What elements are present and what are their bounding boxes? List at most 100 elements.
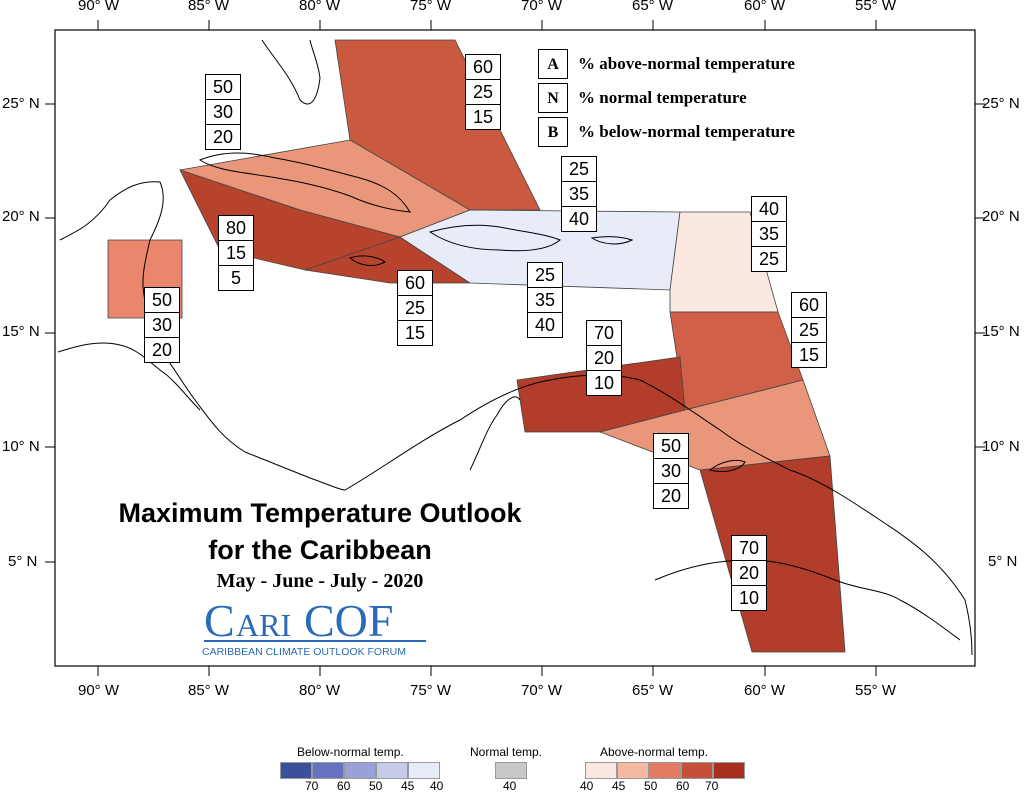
prob-box-leeward-islands: 40 35 25 xyxy=(751,196,787,272)
legend-letter: B xyxy=(538,117,568,147)
above-value: 40 xyxy=(752,197,786,222)
scale-swatch xyxy=(376,762,408,779)
below-value: 15 xyxy=(472,107,494,127)
prob-box-guianas: 70 20 10 xyxy=(731,535,767,611)
forecast-period: May - June - July - 2020 xyxy=(216,570,424,592)
lon-label: 80° W xyxy=(299,682,341,699)
lon-label: 65° W xyxy=(632,682,674,699)
legend-row-normal: N % normal temperature xyxy=(538,81,795,115)
legend-text: % normal temperature xyxy=(578,88,747,107)
map-title-line2: for the Caribbean xyxy=(208,535,432,565)
normal-value: 15 xyxy=(219,241,253,266)
lon-label: 55° W xyxy=(855,682,897,699)
scale-swatch xyxy=(408,762,440,779)
below-value: 40 xyxy=(568,209,590,229)
prob-box-bahamas: 60 25 15 xyxy=(465,54,501,130)
below-value: 15 xyxy=(798,345,820,365)
prob-box-caribbean-west: 80 15 5 xyxy=(218,215,254,291)
above-value: 25 xyxy=(528,263,562,288)
scale-swatch xyxy=(617,762,649,779)
prob-box-jamaica: 60 25 15 xyxy=(397,270,433,346)
above-value: 50 xyxy=(145,288,179,313)
scale-tick: 40 xyxy=(503,779,517,793)
prob-box-windward-islands: 60 25 15 xyxy=(791,292,827,368)
normal-value: 20 xyxy=(587,346,621,371)
above-value: 60 xyxy=(466,55,500,80)
prob-box-belize: 50 30 20 xyxy=(144,287,180,363)
above-value: 60 xyxy=(792,293,826,318)
scale-title-above: Above-normal temp. xyxy=(600,745,709,759)
below-value: 20 xyxy=(212,127,234,147)
scale-swatch xyxy=(585,762,617,779)
svg-text:ARI: ARI xyxy=(236,607,291,643)
lon-label: 70° W xyxy=(521,682,563,699)
svg-text:C: C xyxy=(204,595,235,646)
normal-value: 35 xyxy=(752,222,786,247)
lon-label: 60° W xyxy=(744,682,786,699)
scale-tick: 40 xyxy=(430,779,444,793)
scale-swatch xyxy=(312,762,344,779)
scale-tick: 60 xyxy=(337,779,351,793)
above-value: 60 xyxy=(398,271,432,296)
scale-tick: 45 xyxy=(612,779,626,793)
prob-box-abc-islands: 70 20 10 xyxy=(586,320,622,396)
above-value: 50 xyxy=(654,434,688,459)
lat-label: 5° N xyxy=(8,553,38,570)
lon-label: 70° W xyxy=(521,0,563,14)
above-value: 50 xyxy=(206,75,240,100)
legend-text: % below-normal temperature xyxy=(578,122,795,141)
legend-row-above: A % above-normal temperature xyxy=(538,47,795,81)
prob-box-turks-caicos: 25 35 40 xyxy=(561,156,597,232)
lon-label: 90° W xyxy=(78,682,120,699)
lon-label: 75° W xyxy=(410,682,452,699)
scale-tick: 70 xyxy=(305,779,319,793)
normal-value: 35 xyxy=(562,182,596,207)
svg-text:COF: COF xyxy=(304,595,393,646)
lat-label: 20° N xyxy=(2,208,40,225)
lon-label: 60° W xyxy=(744,0,786,14)
lon-label: 55° W xyxy=(855,0,897,14)
lat-label: 10° N xyxy=(2,438,40,455)
normal-value: 25 xyxy=(792,318,826,343)
normal-value: 25 xyxy=(398,296,432,321)
below-value: 15 xyxy=(404,323,426,343)
axis-ticks xyxy=(45,20,985,676)
normal-value: 35 xyxy=(528,288,562,313)
lon-label: 90° W xyxy=(78,0,120,14)
above-value: 25 xyxy=(562,157,596,182)
normal-value: 20 xyxy=(732,561,766,586)
lat-label: 15° N xyxy=(2,323,40,340)
scale-tick: 70 xyxy=(705,779,719,793)
above-value: 80 xyxy=(219,216,253,241)
map-border xyxy=(54,29,976,667)
normal-value: 30 xyxy=(654,459,688,484)
logo-graphic: C ARI COF CARIBBEAN CLIMATE OUTLOOK FORU… xyxy=(202,595,426,658)
lon-label: 80° W xyxy=(299,0,341,14)
lon-label: 65° W xyxy=(632,0,674,14)
prob-box-trinidad-tobago: 50 30 20 xyxy=(653,433,689,509)
below-value: 10 xyxy=(738,588,760,608)
scale-swatch xyxy=(649,762,681,779)
scale-title-below: Below-normal temp. xyxy=(297,745,404,759)
scale-swatch xyxy=(681,762,713,779)
legend-letter: N xyxy=(538,83,568,113)
scale-tick: 50 xyxy=(369,779,383,793)
scale-swatch xyxy=(495,762,527,779)
legend-letter: A xyxy=(538,49,568,79)
normal-value: 30 xyxy=(145,313,179,338)
scale-tick: 45 xyxy=(401,779,415,793)
legend-row-below: B % below-normal temperature xyxy=(538,115,795,149)
below-value: 40 xyxy=(534,315,556,335)
lat-label: 20° N xyxy=(982,208,1020,225)
region-guianas xyxy=(699,455,846,653)
lat-label: 15° N xyxy=(982,323,1020,340)
below-value: 10 xyxy=(593,373,615,393)
below-value: 25 xyxy=(758,249,780,269)
scale-swatch xyxy=(280,762,312,779)
normal-value: 25 xyxy=(466,80,500,105)
legend-key: A % above-normal temperature N % normal … xyxy=(538,47,795,149)
map-title: Maximum Temperature Outlook xyxy=(118,498,522,528)
prob-box-cuba: 50 30 20 xyxy=(205,74,241,150)
caricof-logo: C ARI COF CARIBBEAN CLIMATE OUTLOOK FORU… xyxy=(200,594,432,658)
above-value: 70 xyxy=(732,536,766,561)
